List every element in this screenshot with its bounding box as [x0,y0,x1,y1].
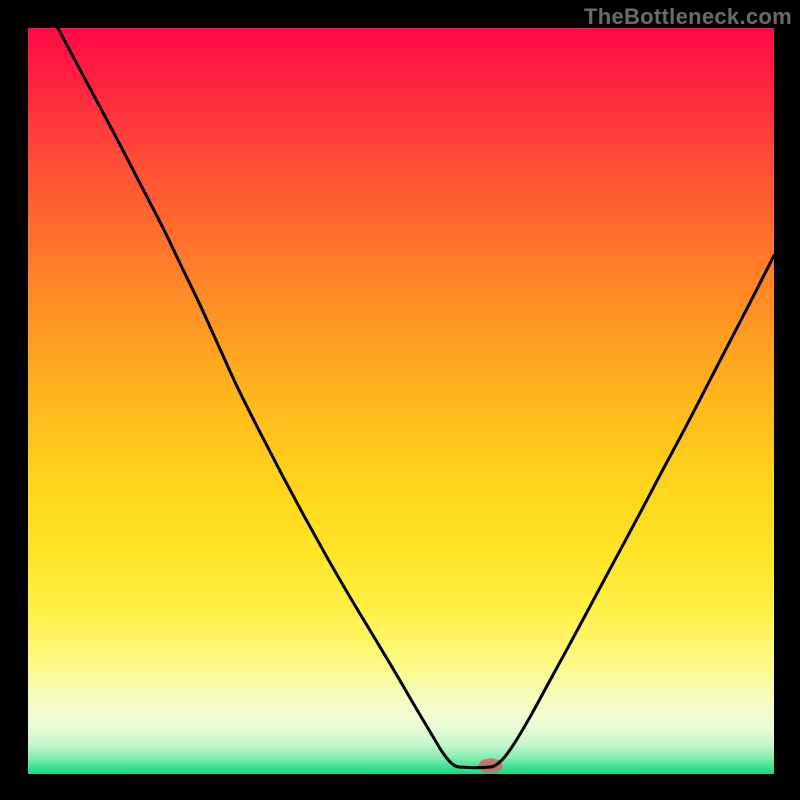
watermark-label: TheBottleneck.com [584,4,792,30]
plot-area [28,28,774,774]
figure-frame: TheBottleneck.com [0,0,800,800]
gradient-background [28,28,774,774]
chart-svg [28,28,774,774]
